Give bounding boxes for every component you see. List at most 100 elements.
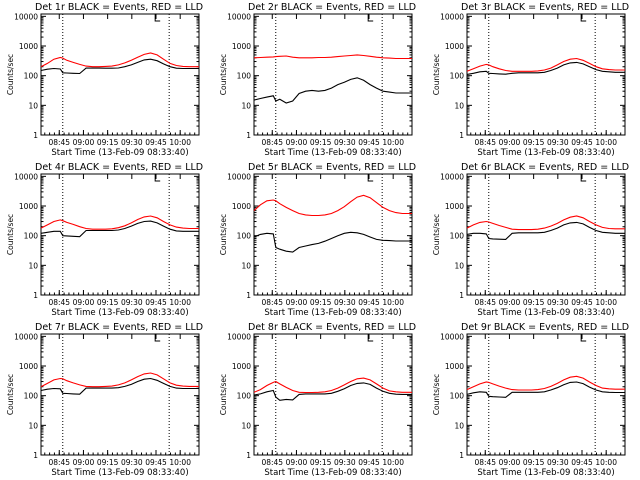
x-tick-label: 08:45 xyxy=(474,138,496,147)
series-line-lld xyxy=(253,54,412,60)
y-tick-label: 1 xyxy=(459,131,464,140)
series-line-lld xyxy=(466,215,625,231)
plot-frame xyxy=(466,333,626,456)
series-line-events xyxy=(253,382,412,401)
y-tick-label: 1 xyxy=(246,291,251,300)
x-tick-label: 09:00 xyxy=(499,138,521,147)
x-tick-label: 09:15 xyxy=(523,298,545,307)
y-tick-label: 1 xyxy=(33,291,38,300)
series-line-events xyxy=(466,61,625,75)
y-axis-label: Counts/sec xyxy=(219,54,228,95)
y-tick-label: 1000 xyxy=(445,42,464,51)
x-tick-label: 09:30 xyxy=(547,458,569,467)
x-axis-label: Start Time (13-Feb-09 08:33:40) xyxy=(477,148,614,158)
y-tick-label: 10 xyxy=(28,101,38,110)
y-tick-label: 10 xyxy=(28,261,38,270)
y-tick-label: 10 xyxy=(241,421,251,430)
detector-panel-6: Det 6r BLACK = Events, RED = LLD 1 10 100 10… xyxy=(432,162,629,318)
x-tick-label: 10:00 xyxy=(382,458,404,467)
y-tick-label: 100 xyxy=(24,392,39,401)
x-axis-label: Start Time (13-Feb-09 08:33:40) xyxy=(264,148,401,158)
y-axis-label: Counts/sec xyxy=(219,374,228,415)
detector-panel-4: Det 4r BLACK = Events, RED = LLD 1 10 100 10… xyxy=(6,162,203,318)
x-tick-label: 09:30 xyxy=(121,138,143,147)
series-line-events xyxy=(466,381,625,398)
y-tick-label: 10000 xyxy=(14,332,38,341)
panel-title: Det 1r BLACK = Events, RED = LLD xyxy=(35,2,203,13)
y-tick-label: 1 xyxy=(459,291,464,300)
x-tick-label: 10:00 xyxy=(595,298,617,307)
attenuator-marker xyxy=(154,14,161,22)
x-tick-label: 09:30 xyxy=(121,298,143,307)
series-line-events xyxy=(40,58,199,75)
x-tick-label: 09:15 xyxy=(310,298,332,307)
panel-title: Det 9r BLACK = Events, RED = LLD xyxy=(461,322,629,333)
series-line-events xyxy=(253,231,412,253)
x-tick-label: 10:00 xyxy=(595,458,617,467)
y-axis-label: Counts/sec xyxy=(432,374,441,415)
x-tick-label: 09:15 xyxy=(523,458,545,467)
y-tick-label: 10000 xyxy=(440,332,464,341)
panel-title: Det 3r BLACK = Events, RED = LLD xyxy=(461,2,629,13)
x-tick-label: 09:45 xyxy=(571,138,593,147)
x-tick-label: 09:30 xyxy=(334,458,356,467)
x-axis-label: Start Time (13-Feb-09 08:33:40) xyxy=(51,308,188,318)
y-axis-label: Counts/sec xyxy=(6,214,15,255)
panel-title: Det 6r BLACK = Events, RED = LLD xyxy=(461,162,629,173)
x-tick-label: 09:45 xyxy=(358,138,380,147)
x-tick-label: 09:30 xyxy=(334,298,356,307)
y-tick-label: 10000 xyxy=(227,332,251,341)
y-tick-label: 10000 xyxy=(440,172,464,181)
plot-frame xyxy=(40,13,200,136)
x-tick-label: 09:45 xyxy=(145,138,167,147)
x-tick-label: 09:30 xyxy=(121,458,143,467)
y-tick-label: 10 xyxy=(454,421,464,430)
x-tick-label: 10:00 xyxy=(169,138,191,147)
x-axis-label: Start Time (13-Feb-09 08:33:40) xyxy=(477,468,614,478)
x-tick-label: 08:45 xyxy=(48,458,70,467)
series-line-lld xyxy=(466,375,625,391)
series-line-events xyxy=(40,220,199,238)
panel-title: Det 7r BLACK = Events, RED = LLD xyxy=(35,322,203,333)
x-tick-label: 09:45 xyxy=(145,298,167,307)
attenuator-marker xyxy=(367,174,374,182)
x-tick-label: 09:15 xyxy=(310,458,332,467)
x-tick-label: 08:45 xyxy=(261,298,283,307)
plot-frame xyxy=(253,173,413,296)
panel-title: Det 5r BLACK = Events, RED = LLD xyxy=(248,162,416,173)
y-tick-label: 10000 xyxy=(440,12,464,21)
x-axis-label: Start Time (13-Feb-09 08:33:40) xyxy=(51,148,188,158)
plot-frame xyxy=(466,173,626,296)
attenuator-marker xyxy=(580,334,587,342)
x-tick-label: 10:00 xyxy=(382,298,404,307)
y-tick-label: 1000 xyxy=(232,42,251,51)
x-tick-label: 10:00 xyxy=(169,298,191,307)
x-tick-label: 09:00 xyxy=(286,138,308,147)
x-tick-label: 09:15 xyxy=(97,458,119,467)
x-tick-label: 09:45 xyxy=(145,458,167,467)
y-tick-label: 10000 xyxy=(14,12,38,21)
series-line-lld xyxy=(253,377,412,394)
y-tick-label: 100 xyxy=(237,392,252,401)
y-tick-label: 100 xyxy=(237,72,252,81)
x-tick-label: 10:00 xyxy=(169,458,191,467)
y-tick-label: 10 xyxy=(241,261,251,270)
x-tick-label: 08:45 xyxy=(261,138,283,147)
y-tick-label: 100 xyxy=(24,72,39,81)
x-tick-label: 09:45 xyxy=(358,298,380,307)
series-line-lld xyxy=(40,215,199,230)
x-axis-label: Start Time (13-Feb-09 08:33:40) xyxy=(264,468,401,478)
y-tick-label: 1 xyxy=(459,451,464,460)
y-axis-label: Counts/sec xyxy=(6,54,15,95)
y-tick-label: 1000 xyxy=(19,202,38,211)
y-tick-label: 10000 xyxy=(227,12,251,21)
series-line-lld xyxy=(466,57,625,72)
series-line-events xyxy=(40,377,199,395)
x-tick-label: 08:45 xyxy=(474,298,496,307)
x-axis-label: Start Time (13-Feb-09 08:33:40) xyxy=(477,308,614,318)
panel-title: Det 4r BLACK = Events, RED = LLD xyxy=(35,162,203,173)
x-tick-label: 09:15 xyxy=(97,138,119,147)
y-tick-label: 100 xyxy=(450,232,465,241)
attenuator-marker xyxy=(367,14,374,22)
